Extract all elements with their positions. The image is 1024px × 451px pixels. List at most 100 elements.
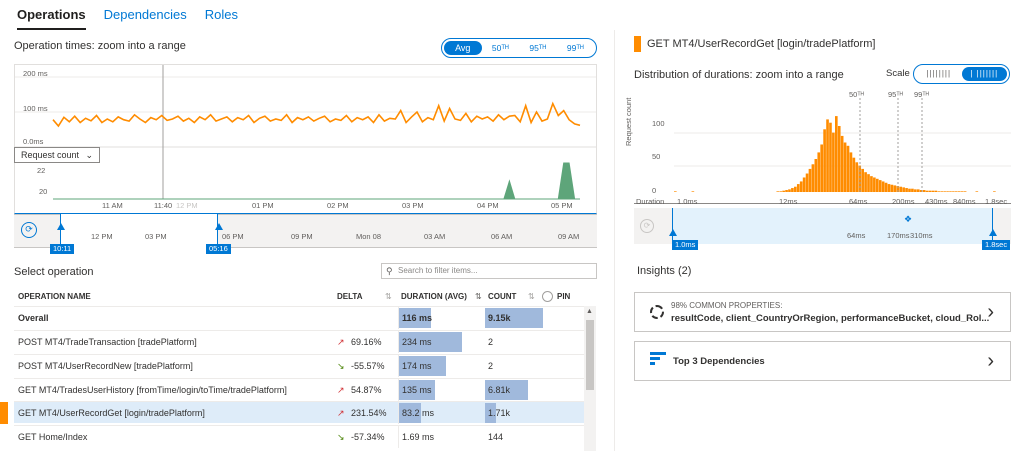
delta-value: -57.34% — [351, 432, 385, 442]
brush-tick: 06 PM — [222, 232, 244, 241]
col-duration[interactable]: DURATION (AVG) — [401, 292, 467, 301]
brush-duration-tick: 64ms — [847, 231, 866, 240]
percentile-marker-50: 50ᵀᴴ — [849, 90, 864, 99]
duration-value: 234 ms — [402, 337, 432, 347]
col-operation-name[interactable]: OPERATION NAME — [18, 292, 91, 301]
duration-bar — [399, 308, 431, 328]
histogram-bar — [896, 186, 900, 192]
hist-x-tick: 200ms — [892, 197, 915, 206]
histogram-bar — [808, 168, 812, 192]
brush-end-label: 05:16 — [206, 244, 231, 254]
duration-end-handle[interactable] — [989, 229, 997, 236]
tab-dependencies[interactable]: Dependencies — [103, 7, 187, 22]
col-delta[interactable]: DELTA — [337, 292, 363, 301]
histogram-bar — [873, 177, 876, 192]
histogram-bar — [952, 191, 955, 192]
operation-times-title: Operation times: zoom into a range — [14, 40, 186, 52]
percentile-marker-95: 95ᵀᴴ — [888, 90, 903, 99]
sort-icon[interactable]: ⇅ — [528, 292, 535, 301]
histogram-bar — [881, 181, 885, 192]
scale-linear-button[interactable]: |||||||| — [926, 69, 952, 78]
operation-name: GET Home/Index — [18, 432, 88, 442]
time-tick: 04 PM — [477, 201, 499, 210]
percentile-95-button[interactable]: 95ᵀᴴ — [529, 43, 547, 53]
duration-distribution-chart[interactable]: 50ᵀᴴ 95ᵀᴴ 99ᵀᴴ Request count 100 50 0 — [624, 86, 1011, 204]
y-label-100: 100 ms — [23, 104, 48, 113]
time-tick: 03 PM — [402, 201, 424, 210]
insights-title: Insights (2) — [637, 265, 692, 277]
y-axis-title: Request count — [624, 97, 633, 146]
duration-start-label: 1.0ms — [672, 240, 699, 250]
request-count-area — [53, 162, 580, 200]
histogram-bar — [870, 176, 873, 192]
chevron-down-icon: ⌄ — [85, 150, 93, 160]
brush-end-handle[interactable] — [215, 223, 223, 230]
brush-start-handle[interactable] — [57, 223, 65, 230]
scrollbar-thumb[interactable] — [586, 320, 594, 390]
table-scrollbar[interactable]: ▲ — [584, 306, 596, 451]
y-label-200: 200 ms — [23, 69, 48, 78]
table-row[interactable]: Overall 116 ms 9.15k — [14, 306, 584, 329]
duration-range-selection[interactable] — [672, 208, 993, 244]
insight-text: Top 3 Dependencies — [673, 356, 765, 367]
histogram-bar — [875, 178, 879, 192]
insight-common-properties-card[interactable]: 98% COMMON PROPERTIES: resultCode, clien… — [634, 292, 1011, 332]
table-row[interactable]: POST MT4/TradeTransaction [tradePlatform… — [14, 330, 584, 353]
duration-value: 1.69 ms — [402, 432, 435, 442]
reset-zoom-icon[interactable]: ⟳ — [21, 222, 37, 238]
col-count[interactable]: COUNT — [488, 292, 517, 301]
tab-operations[interactable]: Operations — [17, 0, 86, 30]
col-pin: PIN — [557, 292, 571, 301]
delta-value: -55.57% — [351, 361, 385, 371]
duration-value: 135 ms — [402, 385, 432, 395]
histogram-bar — [928, 190, 932, 192]
count-value: 9.15k — [488, 313, 511, 323]
time-tick: 02 PM — [327, 201, 349, 210]
count-value: 1.71k — [488, 408, 511, 418]
percentile-99-button[interactable]: 99ᵀᴴ — [566, 43, 584, 53]
selected-operation-header: GET MT4/UserRecordGet [login/tradePlatfo… — [634, 36, 875, 52]
zoom-icon[interactable]: ❖ — [904, 214, 913, 224]
time-range-selection[interactable] — [60, 214, 218, 248]
table-row[interactable]: POST MT4/UserRecordNew [tradePlatform] ↘ -… — [14, 354, 584, 377]
table-row[interactable]: GET MT4/TradesUserHistory [fromTime/logi… — [14, 378, 584, 401]
duration-start-handle[interactable] — [669, 229, 677, 236]
pin-all-icon[interactable] — [542, 291, 553, 302]
tab-roles[interactable]: Roles — [204, 7, 238, 22]
count-bar — [485, 308, 543, 328]
histogram-bar — [843, 142, 847, 192]
request-count-select[interactable]: Request count ⌄ — [14, 147, 100, 163]
percentile-avg-button[interactable]: Avg — [444, 41, 482, 55]
filter-search-input[interactable]: ⚲ Search to filter items... — [381, 263, 597, 279]
histogram-bar — [890, 184, 894, 192]
histogram-bar — [776, 191, 780, 192]
selected-operation-name: GET MT4/UserRecordGet [login/tradePlatfo… — [647, 38, 876, 50]
histogram-bar — [820, 144, 823, 192]
histogram-bar — [922, 190, 926, 192]
scale-log-button[interactable]: | ||||||| — [961, 67, 1007, 81]
percentile-50-button[interactable]: 50ᵀᴴ — [491, 43, 509, 53]
count-bar — [485, 380, 528, 400]
histogram-bar — [943, 191, 946, 192]
tab-bar: Operations Dependencies Roles — [17, 0, 238, 30]
operation-times-chart[interactable]: 200 ms 100 ms 0.0ms 22 20 11 AM 11:40 12… — [14, 64, 597, 214]
hist-y-label: 50 — [652, 152, 661, 161]
sort-desc-icon[interactable]: ⇅ — [475, 292, 482, 301]
operation-name: POST MT4/TradeTransaction [tradePlatform… — [18, 337, 197, 347]
histogram-bar — [674, 191, 677, 192]
scale-label: Scale — [886, 68, 910, 79]
reset-zoom-icon[interactable]: ⟳ — [640, 219, 654, 233]
table-row[interactable]: GET Home/Index ↘ -57.34% 1.69 ms 144 — [14, 425, 584, 448]
brush-start-label: 10:11 — [50, 244, 75, 254]
trend-up-icon: ↗ — [337, 408, 345, 418]
histogram-bar — [782, 190, 785, 192]
table-row[interactable]: GET MT4/UserRecordGet [login/tradePlatfo… — [0, 401, 584, 424]
select-operation-label: Select operation — [14, 266, 94, 278]
histogram-bar — [691, 191, 695, 192]
duration-bar — [399, 380, 435, 400]
insight-dependencies-card[interactable]: Top 3 Dependencies › — [634, 341, 1011, 381]
row-divider — [398, 307, 399, 329]
histogram-bar — [925, 190, 929, 192]
sort-icon[interactable]: ⇅ — [385, 292, 392, 301]
scroll-up-icon[interactable]: ▲ — [586, 308, 593, 315]
